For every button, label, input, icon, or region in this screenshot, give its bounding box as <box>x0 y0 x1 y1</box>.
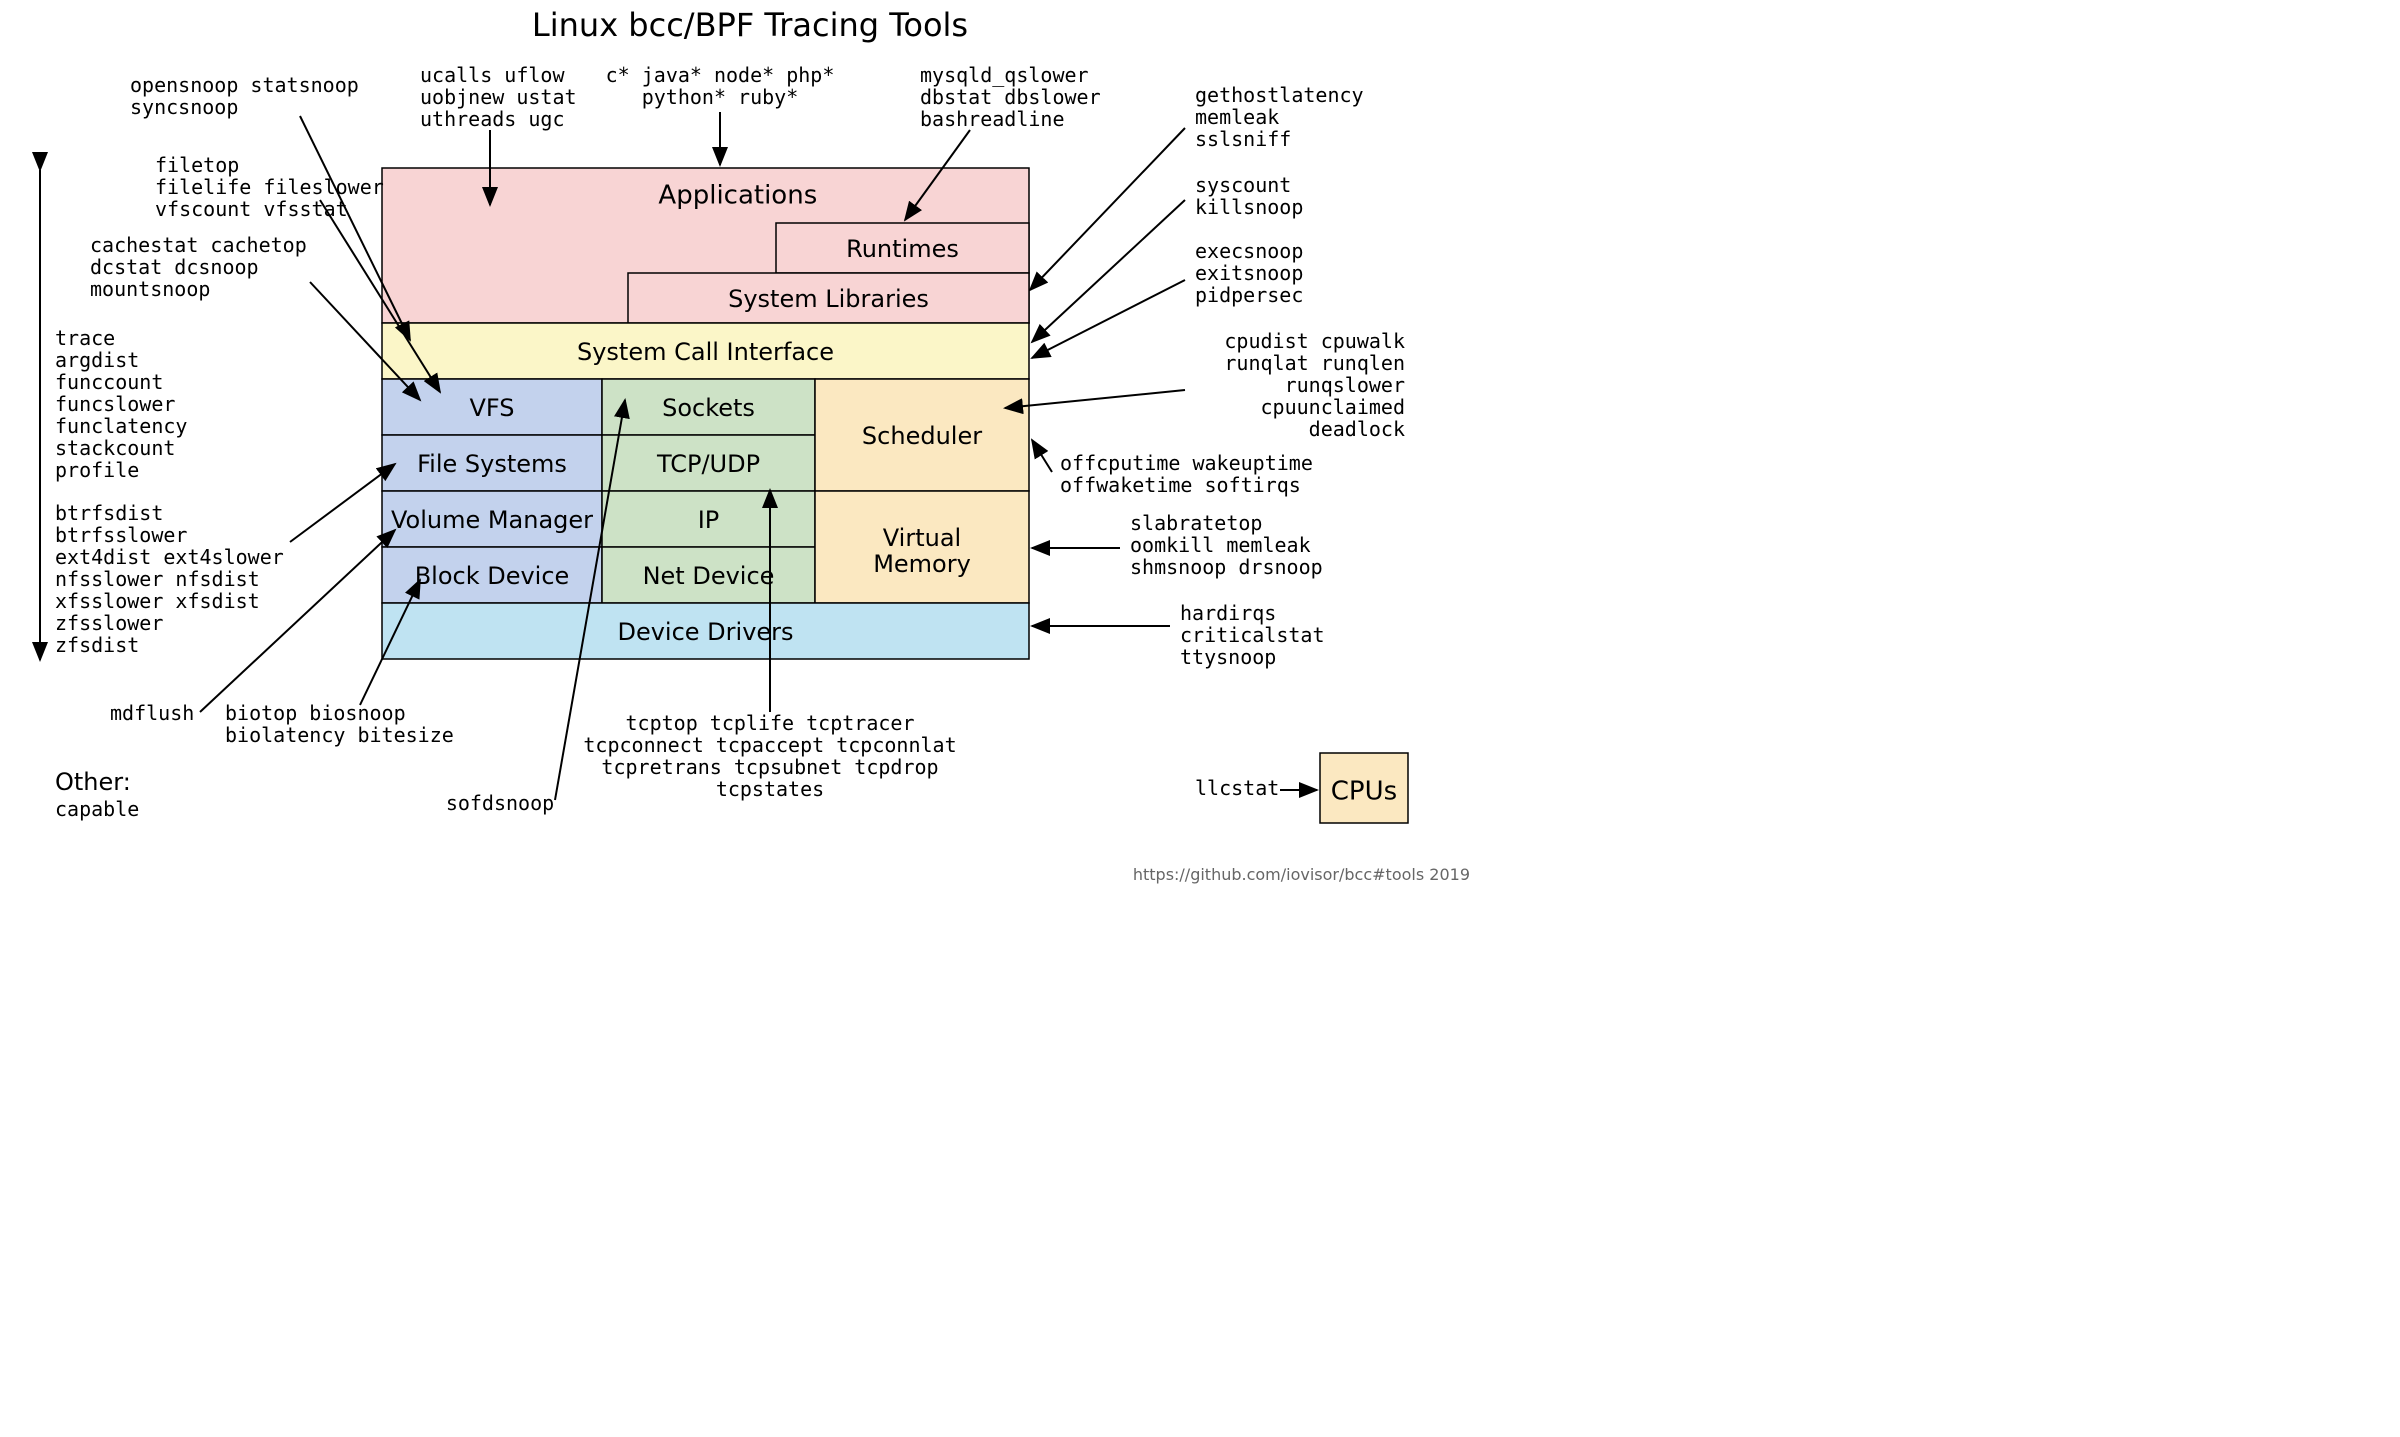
arrow-gethost <box>1030 128 1185 290</box>
ann-hardirq-1: criticalstat <box>1180 623 1325 647</box>
ann-langs-1: python* ruby* <box>642 85 799 109</box>
ann-cpudist-2: runqslower <box>1285 373 1405 397</box>
ann-exec-2: pidpersec <box>1195 283 1303 307</box>
label-vm1: Virtual <box>883 524 961 552</box>
label-cpu: CPUs <box>1331 777 1397 807</box>
ann-mysqld-0: mysqld_qslower <box>920 63 1089 87</box>
page-title: Linux bcc/BPF Tracing Tools <box>532 6 968 44</box>
label-vm2: Memory <box>873 550 971 578</box>
ann-llc-0: llcstat <box>1195 776 1279 800</box>
label-drivers: Device Drivers <box>617 618 793 646</box>
ann-syscount-1: killsnoop <box>1195 195 1303 219</box>
ann-trace-3: funcslower <box>55 392 175 416</box>
ann-hardirq-0: hardirqs <box>1180 601 1276 625</box>
ann-syscount-0: syscount <box>1195 173 1291 197</box>
ann-btrfs-4: xfsslower xfsdist <box>55 589 260 613</box>
ann-cpudist-4: deadlock <box>1309 417 1405 441</box>
ann-tcp-2: tcpretrans tcpsubnet tcpdrop <box>601 755 938 779</box>
ann-mdflush-0: mdflush <box>110 701 194 725</box>
ann-cache-1: dcstat dcsnoop <box>90 255 259 279</box>
arrow-syscount <box>1032 200 1185 342</box>
ann-slab-1: oomkill memleak <box>1130 533 1311 557</box>
footnote: https://github.com/iovisor/bcc#tools 201… <box>1133 865 1470 884</box>
ann-ucalls-1: uobjnew ustat <box>420 85 577 109</box>
ann-exec-0: execsnoop <box>1195 239 1303 263</box>
label-net-1: TCP/UDP <box>656 450 760 478</box>
ann-mysqld-2: bashreadline <box>920 107 1065 131</box>
arrow-btrfs <box>290 464 395 542</box>
ann-trace-5: stackcount <box>55 436 175 460</box>
arrow-cpudist <box>1005 390 1185 408</box>
ann-trace-0: trace <box>55 326 115 350</box>
ann-btrfs-5: zfsslower <box>55 611 163 635</box>
label-net-2: IP <box>698 506 720 534</box>
ann-langs-0: c* java* node* php* <box>606 63 835 87</box>
ann-tcp-1: tcpconnect tcpaccept tcpconnlat <box>583 733 956 757</box>
ann-offcpu-0: offcputime wakeuptime <box>1060 451 1313 475</box>
ann-slab-0: slabratetop <box>1130 511 1262 535</box>
ann-trace-1: argdist <box>55 348 139 372</box>
label-net-3: Net Device <box>643 562 775 590</box>
ann-open-1: syncsnoop <box>130 95 238 119</box>
ann-offcpu-1: offwaketime softirqs <box>1060 473 1301 497</box>
label-runtimes: Runtimes <box>846 235 959 263</box>
ann-trace-4: funclatency <box>55 414 187 438</box>
other-item: capable <box>55 797 139 821</box>
ann-exec-1: exitsnoop <box>1195 261 1303 285</box>
ann-cache-0: cachestat cachetop <box>90 233 307 257</box>
ann-cache-2: mountsnoop <box>90 277 210 301</box>
ann-bio-0: biotop biosnoop <box>225 701 406 725</box>
ann-mysqld-1: dbstat dbslower <box>920 85 1101 109</box>
ann-tcp-3: tcpstates <box>716 777 824 801</box>
ann-cpudist-1: runqlat runqlen <box>1224 351 1405 375</box>
ann-filetop-1: filelife fileslower <box>155 175 384 199</box>
ann-tcp-0: tcptop tcplife tcptracer <box>626 711 915 735</box>
ann-btrfs-1: btrfsslower <box>55 523 187 547</box>
ann-gethost-2: sslsniff <box>1195 127 1291 151</box>
ann-open-0: opensnoop statsnoop <box>130 73 359 97</box>
ann-btrfs-2: ext4dist ext4slower <box>55 545 284 569</box>
ann-btrfs-3: nfsslower nfsdist <box>55 567 260 591</box>
arrow-exec <box>1032 280 1185 358</box>
label-fs-2: Volume Manager <box>391 506 593 534</box>
ann-ucalls-0: ucalls uflow <box>420 63 565 87</box>
ann-btrfs-0: btrfsdist <box>55 501 163 525</box>
label-applications: Applications <box>658 181 817 211</box>
label-syslib: System Libraries <box>728 285 929 313</box>
label-fs-1: File Systems <box>417 450 567 478</box>
ann-hardirq-2: ttysnoop <box>1180 645 1276 669</box>
ann-gethost-1: memleak <box>1195 105 1279 129</box>
ann-trace-2: funccount <box>55 370 163 394</box>
other-heading: Other: <box>55 768 131 796</box>
ann-cpudist-3: cpuunclaimed <box>1261 395 1406 419</box>
ann-filetop-2: vfscount vfsstat <box>155 197 348 221</box>
label-fs-3: Block Device <box>415 562 570 590</box>
ann-cpudist-0: cpudist cpuwalk <box>1224 329 1405 353</box>
ann-ucalls-2: uthreads ugc <box>420 107 565 131</box>
ann-bio-1: biolatency bitesize <box>225 723 454 747</box>
label-fs-0: VFS <box>469 394 514 422</box>
label-net-0: Sockets <box>662 394 755 422</box>
arrow-offcpu <box>1032 440 1052 472</box>
ann-btrfs-6: zfsdist <box>55 633 139 657</box>
ann-slab-2: shmsnoop drsnoop <box>1130 555 1323 579</box>
ann-trace-6: profile <box>55 458 139 482</box>
ann-sofd-0: sofdsnoop <box>446 791 554 815</box>
label-scheduler: Scheduler <box>862 422 982 450</box>
label-syscall: System Call Interface <box>577 338 834 366</box>
ann-filetop-0: filetop <box>155 153 239 177</box>
ann-gethost-0: gethostlatency <box>1195 83 1364 107</box>
